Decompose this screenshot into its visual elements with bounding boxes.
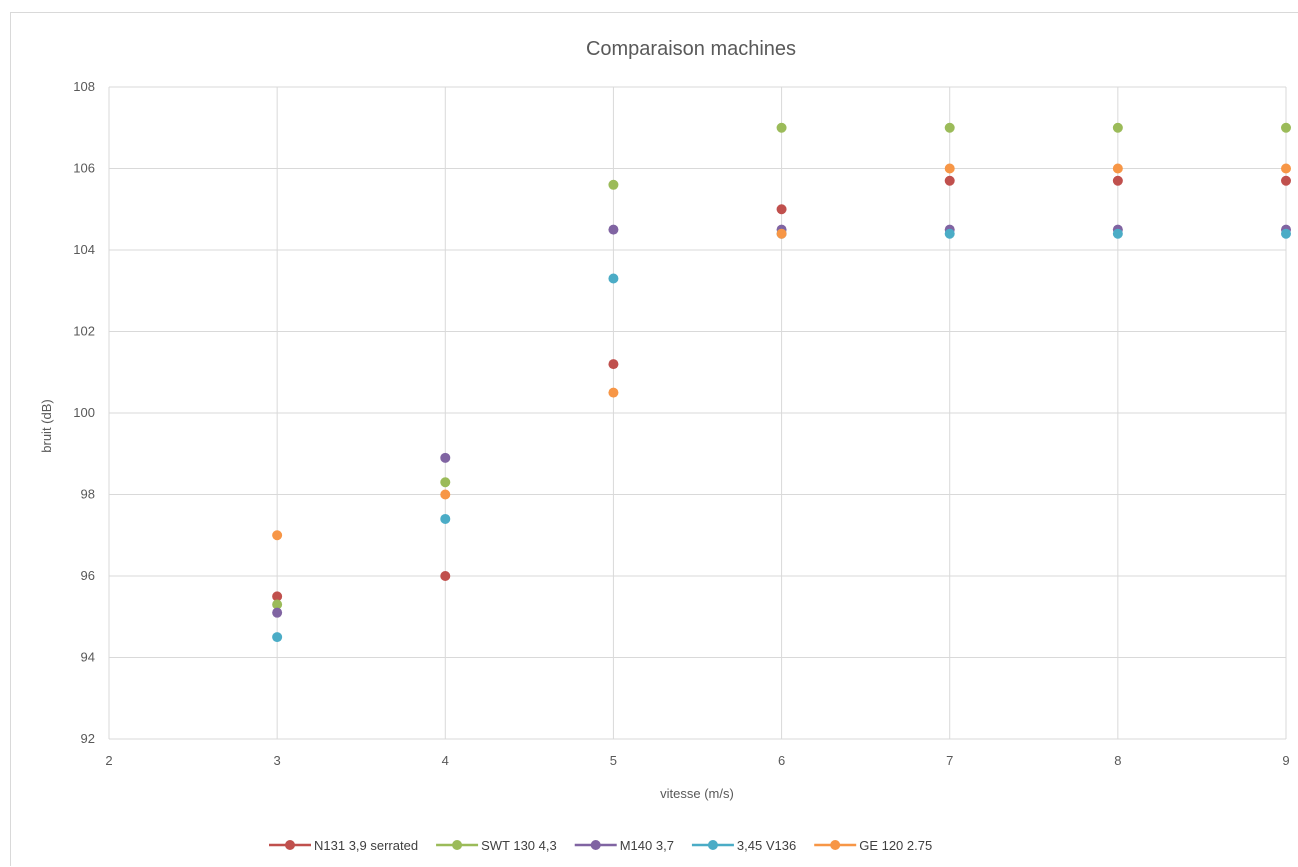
data-point: [944, 163, 955, 174]
x-tick-label: 7: [946, 753, 953, 768]
y-tick-label: 96: [81, 568, 95, 583]
data-point: [944, 175, 955, 186]
legend: N131 3,9 serrated SWT 130 4,3 M140 3,7 3,45…: [269, 838, 932, 853]
legend-marker: [285, 840, 295, 850]
data-point: [440, 513, 451, 524]
data-point: [776, 122, 787, 133]
data-point: [272, 530, 283, 541]
legend-item: N131 3,9 serrated: [269, 838, 418, 853]
data-point: [608, 359, 619, 370]
data-point: [440, 489, 451, 500]
data-point: [608, 387, 619, 398]
data-point: [1112, 122, 1123, 133]
series-1: [272, 122, 1291, 610]
data-point: [1281, 163, 1291, 174]
series-4: [272, 163, 1291, 541]
legend-marker: [452, 840, 463, 850]
data-point: [608, 179, 619, 190]
legend-label: M140 3,7: [620, 838, 674, 853]
data-point: [272, 632, 283, 643]
data-point: [440, 477, 451, 488]
data-point: [1281, 175, 1291, 186]
data-point: [944, 122, 955, 133]
legend-item: SWT 130 4,3: [436, 838, 557, 853]
y-tick-label: 92: [81, 731, 95, 746]
x-tick-label: 3: [274, 753, 281, 768]
legend-label: GE 120 2.75: [859, 838, 932, 853]
data-point: [440, 452, 451, 463]
data-point: [776, 228, 787, 239]
y-tick-label: 94: [81, 650, 95, 665]
data-point: [1112, 228, 1123, 239]
x-tick-label: 9: [1282, 753, 1289, 768]
legend-label: N131 3,9 serrated: [314, 838, 418, 853]
data-point: [944, 228, 955, 239]
x-axis-title: vitesse (m/s): [660, 786, 734, 801]
y-tick-label: 100: [73, 405, 95, 420]
y-tick-label: 104: [73, 242, 95, 257]
points-layer: [272, 122, 1291, 643]
legend-marker: [707, 840, 718, 850]
data-point: [776, 204, 787, 215]
grid-layer: [108, 86, 1287, 740]
x-tick-label: 5: [610, 753, 617, 768]
data-point: [440, 571, 451, 581]
legend-item: M140 3,7: [574, 838, 674, 853]
legend-marker: [830, 840, 841, 850]
x-tick-label: 4: [442, 753, 449, 768]
chart-title: Comparaison machines: [586, 38, 796, 60]
y-tick-label: 106: [73, 161, 95, 176]
data-point: [1281, 122, 1291, 133]
data-point: [608, 273, 619, 284]
legend-marker: [590, 840, 601, 850]
scatter-chart: 92 94 96 98 100 102 104 106 108 2 3 4 5 6 7 8 9 Comparai…: [39, 38, 1291, 853]
axis-layer: 92 94 96 98 100 102 104 106 108 2 3 4 5 6 7 8 9: [73, 79, 1289, 768]
data-point: [272, 607, 283, 618]
x-tick-label: 2: [105, 753, 112, 768]
legend-label: SWT 130 4,3: [481, 838, 557, 853]
y-tick-label: 108: [73, 79, 95, 94]
chart-area: 92 94 96 98 100 102 104 106 108 2 3 4 5 6 7 8 9 Comparai…: [10, 12, 1298, 866]
data-point: [608, 224, 619, 235]
y-tick-label: 98: [81, 487, 95, 502]
legend-label: 3,45 V136: [737, 838, 796, 853]
legend-item: 3,45 V136: [691, 838, 796, 853]
x-tick-label: 6: [778, 753, 785, 768]
data-point: [1112, 175, 1123, 186]
y-tick-label: 102: [73, 324, 95, 339]
legend-item: GE 120 2.75: [814, 838, 932, 853]
x-tick-label: 8: [1114, 753, 1121, 768]
series-0: [272, 175, 1291, 602]
data-point: [1281, 228, 1291, 239]
data-point: [1112, 163, 1123, 174]
data-point: [272, 591, 283, 602]
y-axis-title: bruit (dB): [39, 399, 54, 452]
data-point: [272, 599, 283, 610]
